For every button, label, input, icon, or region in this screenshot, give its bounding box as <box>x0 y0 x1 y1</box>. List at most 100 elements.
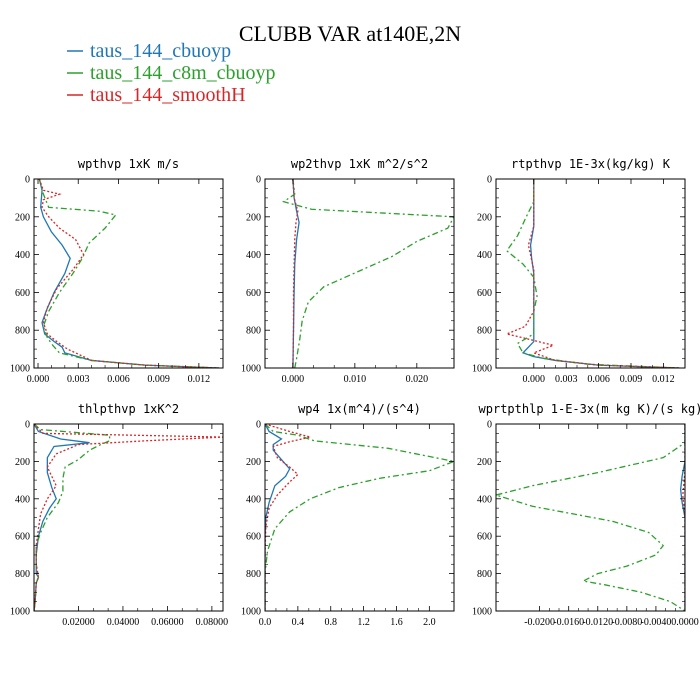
ytick-label-4-5: 1000 <box>241 607 261 618</box>
ytick-label-3-1: 200 <box>15 457 30 468</box>
series-line-0-2 <box>38 179 220 368</box>
xtick-label-4-1: 0.4 <box>292 617 305 628</box>
xtick-label-5-2: -0.0120 <box>582 617 613 628</box>
panel-2: rtpthvp 1E-3x(kg/kg) K 0 200 400 600 800 1000 0… <box>472 157 686 385</box>
series-line-2-2 <box>504 179 680 368</box>
panel-title-0: wpthvp 1xK m/s <box>78 157 179 171</box>
xtick-label-0-4: 0.012 <box>188 374 211 385</box>
xtick-label-1-1: 0.010 <box>344 374 367 385</box>
series-line-5-1 <box>496 424 685 611</box>
ytick-label-1-4: 800 <box>246 326 261 337</box>
panel-title-5: wprtpthlp 1-E-3x(m kg K)/(s kg) <box>479 402 700 416</box>
ytick-label-2-5: 1000 <box>472 364 492 375</box>
xtick-label-2-1: 0.003 <box>555 374 578 385</box>
ytick-label-1-2: 400 <box>246 250 261 261</box>
ytick-label-4-0: 0 <box>256 420 261 431</box>
ytick-label-1-0: 0 <box>256 175 261 186</box>
ytick-label-5-1: 200 <box>477 457 492 468</box>
xtick-label-5-0: -0.0200 <box>524 617 555 628</box>
xtick-label-2-4: 0.012 <box>652 374 675 385</box>
xtick-label-4-0: 0.0 <box>259 617 272 628</box>
panel-title-4: wp4 1x(m^4)/(s^4) <box>298 402 421 416</box>
xtick-label-5-4: -0.0040 <box>641 617 672 628</box>
xtick-label-4-2: 0.8 <box>324 617 337 628</box>
series-group-3 <box>34 424 223 611</box>
series-line-1-0 <box>292 179 300 368</box>
xtick-label-4-5: 2.0 <box>423 617 436 628</box>
xtick-label-2-0: 0.000 <box>523 374 546 385</box>
ytick-label-1-1: 200 <box>246 212 261 223</box>
xtick-label-4-3: 1.2 <box>357 617 370 628</box>
xtick-label-2-2: 0.006 <box>587 374 610 385</box>
series-line-2-1 <box>505 179 680 368</box>
ytick-label-2-0: 0 <box>487 175 492 186</box>
ytick-label-4-4: 800 <box>246 569 261 580</box>
panel-1: wp2thvp 1xK m^2/s^2 0 200 400 600 800 1000 0.00… <box>241 157 455 385</box>
series-line-4-1 <box>265 424 454 611</box>
ytick-label-0-5: 1000 <box>10 364 30 375</box>
xtick-label-4-4: 1.6 <box>390 617 403 628</box>
xtick-label-3-1: 0.04000 <box>107 617 140 628</box>
xtick-label-1-0: 0.000 <box>282 374 305 385</box>
ytick-label-1-5: 1000 <box>241 364 261 375</box>
ytick-label-5-4: 800 <box>477 569 492 580</box>
ytick-label-0-1: 200 <box>15 212 30 223</box>
xtick-label-2-3: 0.009 <box>620 374 643 385</box>
xtick-label-0-2: 0.006 <box>107 374 130 385</box>
ytick-label-4-3: 600 <box>246 532 261 543</box>
ytick-label-2-2: 400 <box>477 250 492 261</box>
ytick-label-0-3: 600 <box>15 288 30 299</box>
xtick-label-5-1: -0.0160 <box>553 617 584 628</box>
series-group-1 <box>282 179 454 368</box>
panel-5: wprtpthlp 1-E-3x(m kg K)/(s kg) 0 200 400 60… <box>472 402 700 628</box>
series-line-5-0 <box>679 424 685 611</box>
series-line-4-2 <box>265 424 311 611</box>
series-line-3-2 <box>34 424 223 611</box>
ytick-label-4-1: 200 <box>246 457 261 468</box>
ytick-label-5-0: 0 <box>487 420 492 431</box>
ytick-label-5-5: 1000 <box>472 607 492 618</box>
series-line-4-0 <box>265 424 291 611</box>
ytick-label-3-5: 1000 <box>10 607 30 618</box>
legend-label-1: taus_144_c8m_cbuoyp <box>90 62 276 84</box>
ytick-label-2-3: 600 <box>477 288 492 299</box>
ytick-label-2-4: 800 <box>477 326 492 337</box>
panel-3: thlpthvp 1xK^2 0 200 400 600 800 1000 0.02000 0.… <box>10 402 228 628</box>
series-line-0-0 <box>38 179 220 368</box>
figure-title: CLUBB VAR at140E,2N <box>239 21 461 46</box>
series-group-0 <box>38 179 220 368</box>
ytick-label-5-2: 400 <box>477 494 492 505</box>
xtick-label-5-3: -0.0080 <box>611 617 642 628</box>
ytick-label-0-0: 0 <box>25 175 30 186</box>
ytick-label-3-3: 600 <box>15 532 30 543</box>
panel-title-2: rtpthvp 1E-3x(kg/kg) K <box>511 157 671 171</box>
panel-title-3: thlpthvp 1xK^2 <box>78 402 179 416</box>
legend-label-2: taus_144_smoothH <box>90 84 246 106</box>
xtick-label-3-3: 0.08000 <box>196 617 229 628</box>
ytick-label-3-2: 400 <box>15 494 30 505</box>
xtick-label-0-0: 0.000 <box>27 374 50 385</box>
plot-frame-3 <box>33 423 224 612</box>
series-group-2 <box>504 179 680 368</box>
series-line-3-1 <box>34 424 111 611</box>
legend: taus_144_cbuoyptaus_144_c8m_cbuoyptaus_1… <box>67 40 276 106</box>
ytick-label-0-2: 400 <box>15 250 30 261</box>
series-line-2-0 <box>521 179 680 368</box>
ytick-label-4-2: 400 <box>246 494 261 505</box>
ytick-label-1-3: 600 <box>246 288 261 299</box>
series-group-4 <box>265 424 454 611</box>
xtick-label-5-5: 0.0000 <box>671 617 699 628</box>
plot-frame-0 <box>33 178 224 369</box>
xtick-label-0-1: 0.003 <box>67 374 90 385</box>
ytick-label-3-0: 0 <box>25 420 30 431</box>
xtick-label-0-3: 0.009 <box>147 374 170 385</box>
ytick-label-5-3: 600 <box>477 532 492 543</box>
series-line-1-1 <box>282 179 454 368</box>
series-group-5 <box>496 424 685 611</box>
plot-frame-4 <box>264 423 455 612</box>
ytick-label-3-4: 800 <box>15 569 30 580</box>
